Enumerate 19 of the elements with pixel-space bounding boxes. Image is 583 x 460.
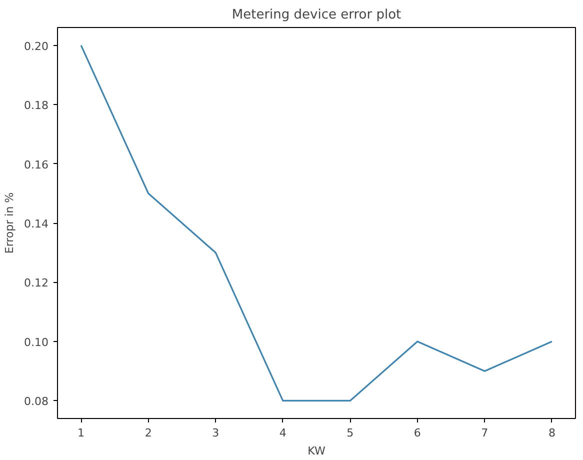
x-tick-label: 5 [346,426,354,440]
y-tick-label: 0.16 [24,158,49,172]
x-tick-label: 3 [212,426,220,440]
y-tick-label: 0.14 [24,218,49,230]
x-tick-label: 4 [279,426,286,440]
line-series [80,44,553,402]
chart-title: Metering device error plot [232,8,402,22]
x-tick-label: 8 [548,426,556,440]
x-axis-title: KW [308,444,326,458]
y-tick-label: 0.08 [24,395,49,408]
x-tick-label: 6 [414,426,421,440]
y-tick-label: 0.10 [24,336,49,349]
x-tick-label: 7 [481,426,488,440]
y-tick-label: 0.12 [24,276,49,290]
y-axis-title: Erropr in % [3,192,16,254]
x-tick-label: 2 [144,426,152,440]
y-tick-label: 0.18 [24,99,49,112]
x-tick-label: 1 [78,426,85,440]
y-tick-label: 0.20 [24,40,49,53]
